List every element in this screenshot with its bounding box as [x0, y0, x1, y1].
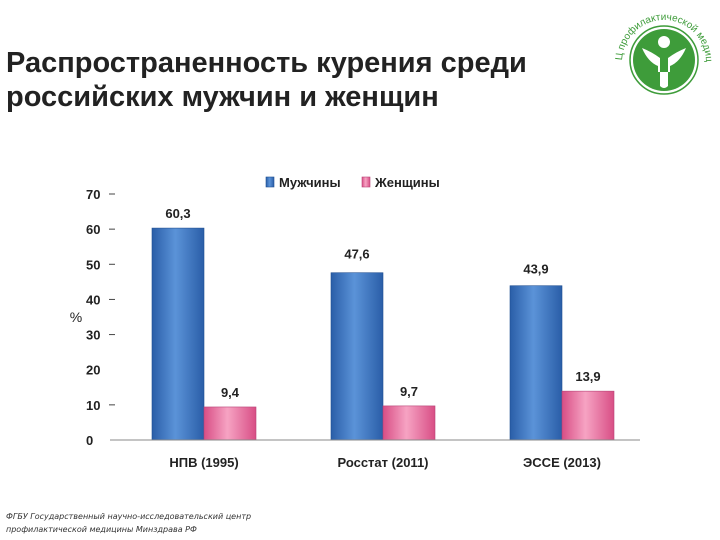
y-tick-label: 30 [86, 328, 100, 343]
data-label: 13,9 [575, 369, 600, 384]
legend-label: Мужчины [279, 175, 341, 190]
data-label: 9,7 [400, 384, 418, 399]
footer-note: ФГБУ Государственный научно-исследовател… [6, 510, 426, 536]
data-label: 43,9 [523, 262, 548, 277]
y-tick-label: 60 [86, 222, 100, 237]
slide-title-line-1: Распространенность курения среди [6, 47, 527, 79]
x-axis-labels: НПВ (1995) Росстат (2011) ЭССЕ (2013) [169, 455, 601, 470]
y-tick-label: 10 [86, 398, 100, 413]
logo-disc [633, 29, 695, 91]
footer-line-2: профилактической медицины Минздрава РФ [6, 525, 197, 534]
logo-person-head [658, 36, 670, 48]
y-tick-label: 0 [86, 433, 93, 448]
data-label: 47,6 [344, 247, 369, 262]
bar-women-0 [203, 406, 257, 441]
data-label: 9,4 [221, 385, 240, 400]
logo-ring [629, 25, 699, 95]
y-tick-label: 70 [86, 187, 100, 202]
y-axis-label: % [70, 309, 82, 325]
x-category-label: Росстат (2011) [337, 455, 428, 470]
slide-title-line-2: российских мужчин и женщин [6, 81, 439, 113]
y-tick-label: 40 [86, 292, 100, 307]
legend-swatch [265, 176, 275, 188]
legend-swatch [361, 176, 371, 188]
data-label: 60,3 [165, 206, 190, 221]
legend: Мужчины Женщины [265, 175, 440, 190]
y-axis: 0 10 20 30 40 50 60 70 [86, 187, 115, 448]
bars: 60,3 9,4 47,6 9,7 43,9 13,9 [151, 206, 615, 441]
slide-title: Распространенность курения среди российс… [6, 46, 596, 114]
bar-men-0 [151, 227, 205, 441]
y-tick-label: 20 [86, 363, 100, 378]
y-tick-label: 50 [86, 257, 100, 272]
bar-men-1 [330, 272, 384, 441]
footer-line-1: ФГБУ Государственный научно-исследовател… [6, 512, 252, 521]
legend-label: Женщины [374, 175, 440, 190]
center-logo: ГНИЦ профилактической медицины [608, 2, 714, 95]
logo-person-body [642, 48, 686, 88]
x-category-label: ЭССЕ (2013) [523, 455, 601, 470]
x-category-label: НПВ (1995) [169, 455, 238, 470]
bar-women-2 [561, 390, 615, 441]
bar-men-2 [509, 285, 563, 441]
bar-women-1 [382, 405, 436, 441]
